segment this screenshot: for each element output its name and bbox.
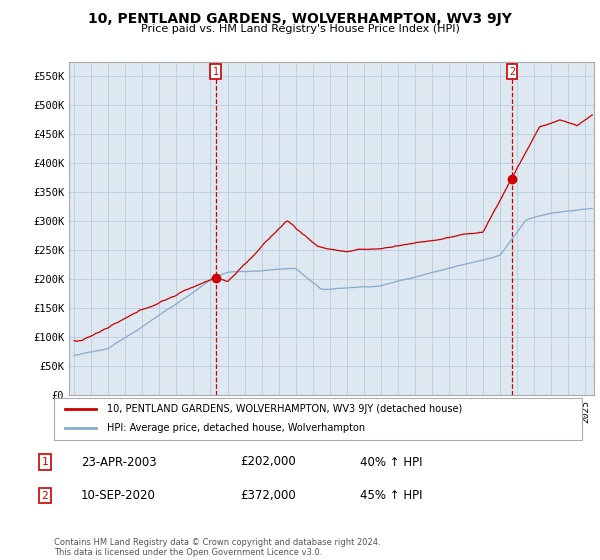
- Text: Price paid vs. HM Land Registry's House Price Index (HPI): Price paid vs. HM Land Registry's House …: [140, 24, 460, 34]
- Text: 23-APR-2003: 23-APR-2003: [81, 455, 157, 469]
- Text: 10, PENTLAND GARDENS, WOLVERHAMPTON, WV3 9JY (detached house): 10, PENTLAND GARDENS, WOLVERHAMPTON, WV3…: [107, 404, 462, 414]
- Text: 2: 2: [509, 67, 515, 77]
- Text: 1: 1: [41, 457, 49, 467]
- Text: 1: 1: [213, 67, 218, 77]
- FancyBboxPatch shape: [54, 398, 582, 440]
- Text: Contains HM Land Registry data © Crown copyright and database right 2024.
This d: Contains HM Land Registry data © Crown c…: [54, 538, 380, 557]
- Text: 2: 2: [41, 491, 49, 501]
- Text: 10, PENTLAND GARDENS, WOLVERHAMPTON, WV3 9JY: 10, PENTLAND GARDENS, WOLVERHAMPTON, WV3…: [88, 12, 512, 26]
- Text: £372,000: £372,000: [240, 489, 296, 502]
- Text: 45% ↑ HPI: 45% ↑ HPI: [360, 489, 422, 502]
- Text: HPI: Average price, detached house, Wolverhampton: HPI: Average price, detached house, Wolv…: [107, 423, 365, 433]
- Text: 10-SEP-2020: 10-SEP-2020: [81, 489, 156, 502]
- Text: £202,000: £202,000: [240, 455, 296, 469]
- Text: 40% ↑ HPI: 40% ↑ HPI: [360, 455, 422, 469]
